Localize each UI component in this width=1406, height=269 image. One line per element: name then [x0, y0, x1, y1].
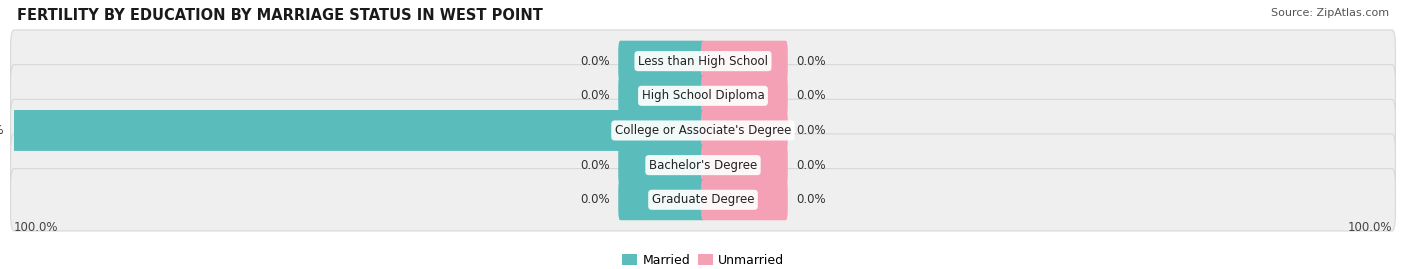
Text: Graduate Degree: Graduate Degree [652, 193, 754, 206]
Text: 0.0%: 0.0% [796, 89, 825, 102]
Text: Less than High School: Less than High School [638, 55, 768, 68]
FancyBboxPatch shape [702, 110, 787, 151]
Text: Source: ZipAtlas.com: Source: ZipAtlas.com [1271, 8, 1389, 18]
Text: Bachelor's Degree: Bachelor's Degree [650, 159, 756, 172]
FancyBboxPatch shape [702, 179, 787, 220]
FancyBboxPatch shape [11, 30, 1395, 92]
FancyBboxPatch shape [619, 41, 704, 82]
FancyBboxPatch shape [702, 41, 787, 82]
FancyBboxPatch shape [11, 99, 1395, 162]
FancyBboxPatch shape [11, 65, 1395, 127]
Text: 0.0%: 0.0% [796, 124, 825, 137]
Text: 100.0%: 100.0% [1347, 221, 1392, 234]
FancyBboxPatch shape [702, 75, 787, 116]
Text: College or Associate's Degree: College or Associate's Degree [614, 124, 792, 137]
FancyBboxPatch shape [11, 134, 1395, 196]
Text: FERTILITY BY EDUCATION BY MARRIAGE STATUS IN WEST POINT: FERTILITY BY EDUCATION BY MARRIAGE STATU… [17, 8, 543, 23]
FancyBboxPatch shape [11, 169, 1395, 231]
Text: 0.0%: 0.0% [581, 193, 610, 206]
Text: 0.0%: 0.0% [581, 55, 610, 68]
FancyBboxPatch shape [13, 110, 704, 151]
Text: 0.0%: 0.0% [796, 55, 825, 68]
Legend: Married, Unmarried: Married, Unmarried [617, 249, 789, 269]
Text: 0.0%: 0.0% [796, 159, 825, 172]
Text: 0.0%: 0.0% [796, 193, 825, 206]
FancyBboxPatch shape [702, 145, 787, 186]
FancyBboxPatch shape [619, 179, 704, 220]
FancyBboxPatch shape [619, 145, 704, 186]
Text: 100.0%: 100.0% [0, 124, 4, 137]
Text: High School Diploma: High School Diploma [641, 89, 765, 102]
FancyBboxPatch shape [619, 75, 704, 116]
Text: 100.0%: 100.0% [14, 221, 59, 234]
Text: 0.0%: 0.0% [581, 159, 610, 172]
Text: 0.0%: 0.0% [581, 89, 610, 102]
